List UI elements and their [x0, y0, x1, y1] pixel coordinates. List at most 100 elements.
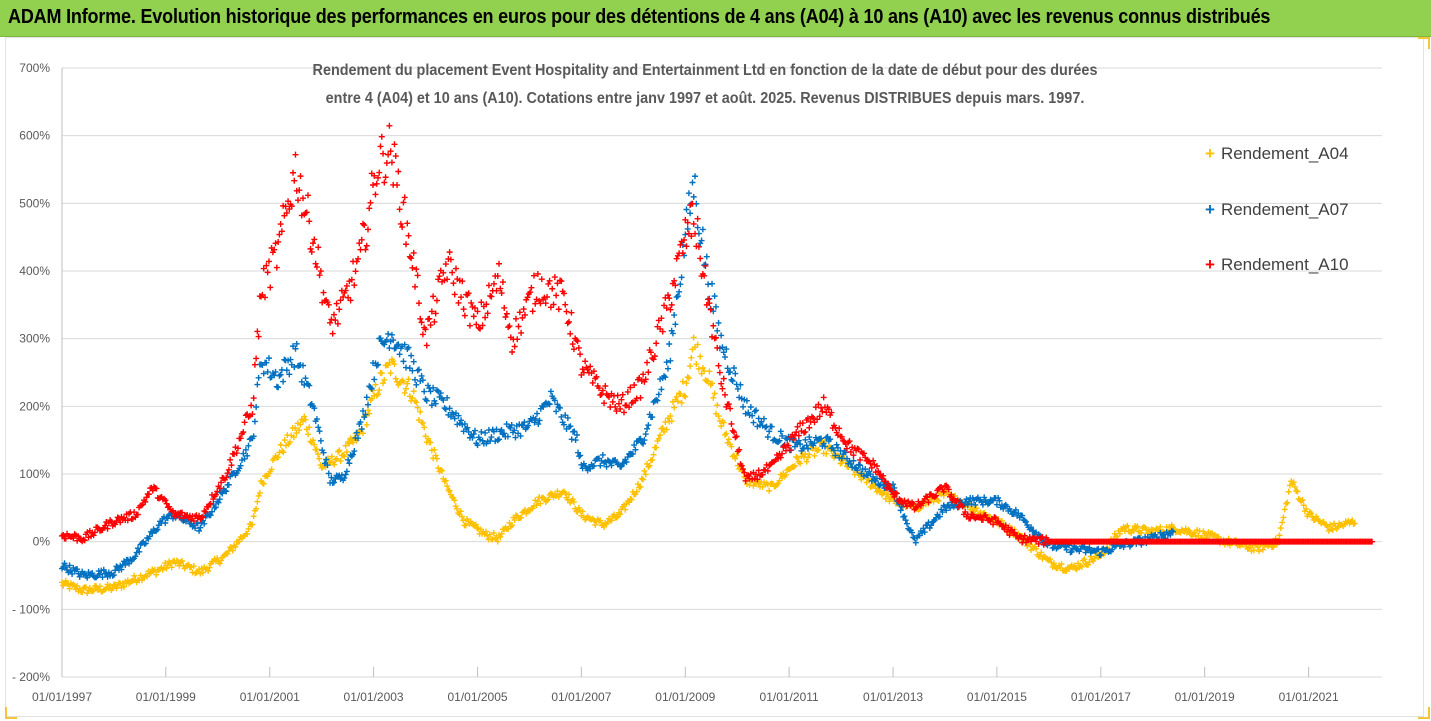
data-point [359, 430, 366, 437]
data-point [764, 434, 771, 441]
data-point [144, 573, 151, 580]
data-point [74, 566, 81, 573]
data-point [223, 488, 230, 495]
data-point [423, 342, 430, 349]
data-point [728, 376, 735, 383]
data-point [90, 587, 97, 594]
data-point [653, 340, 660, 347]
x-tick-label: 01/01/2015 [967, 690, 1027, 704]
data-point [576, 453, 583, 460]
data-point [439, 467, 446, 474]
data-point [288, 203, 295, 210]
data-point [405, 232, 412, 239]
data-point [237, 462, 244, 469]
data-point [753, 407, 760, 414]
x-tick-label: 01/01/1999 [136, 690, 196, 704]
data-point [638, 475, 645, 482]
data-point [433, 455, 440, 462]
title-banner: ADAM Informe. Evolution historique des p… [0, 0, 1431, 37]
data-point [391, 141, 398, 148]
data-point [371, 172, 378, 179]
data-point [285, 198, 292, 205]
data-point [400, 378, 407, 385]
data-point [441, 405, 448, 412]
data-point [415, 300, 422, 307]
data-point [623, 458, 630, 465]
data-point [313, 264, 320, 271]
data-point [253, 505, 260, 512]
data-point [102, 586, 109, 593]
data-point [818, 435, 825, 442]
data-point [254, 498, 261, 505]
data-point [722, 354, 729, 361]
x-tick-label: 01/01/2005 [448, 690, 508, 704]
data-point [423, 397, 430, 404]
data-point [472, 427, 479, 434]
data-point [760, 415, 767, 422]
data-point [214, 555, 221, 562]
data-point [719, 385, 726, 392]
data-point [803, 458, 810, 465]
data-point [667, 357, 674, 364]
data-point [244, 530, 251, 537]
data-point [392, 375, 399, 382]
data-point [395, 341, 402, 348]
data-point [794, 454, 801, 461]
data-point [701, 368, 708, 375]
data-point [237, 435, 244, 442]
data-point [795, 437, 802, 444]
data-point [569, 496, 576, 503]
data-point [654, 397, 661, 404]
data-point [734, 385, 741, 392]
data-point [386, 345, 393, 352]
data-point [90, 532, 97, 539]
data-point [857, 462, 864, 469]
data-point [229, 547, 236, 554]
data-point [415, 366, 422, 373]
data-point [255, 492, 262, 499]
data-point [210, 496, 217, 503]
data-point [689, 179, 696, 186]
data-point [328, 316, 335, 323]
data-point [718, 380, 725, 387]
data-point [378, 370, 385, 377]
data-point [843, 445, 850, 452]
data-point [433, 297, 440, 304]
data-point [307, 245, 314, 252]
data-point [1124, 522, 1131, 529]
data-point [176, 514, 183, 521]
data-point [799, 420, 806, 427]
data-point [381, 179, 388, 186]
data-point [695, 243, 702, 250]
data-point [982, 498, 989, 505]
data-point [228, 462, 235, 469]
data-point [677, 281, 684, 288]
data-point [1038, 549, 1045, 556]
data-point [646, 462, 653, 469]
data-point [1068, 548, 1075, 555]
data-point [359, 220, 366, 227]
data-point [613, 514, 620, 521]
data-point [737, 381, 744, 388]
data-point [452, 265, 459, 272]
data-point [1349, 517, 1356, 524]
data-point [632, 446, 639, 453]
data-point [91, 529, 98, 536]
data-point [240, 450, 247, 457]
data-point [525, 422, 532, 429]
data-point [436, 273, 443, 280]
data-point [168, 564, 175, 571]
data-point [536, 417, 543, 424]
data-point [358, 426, 365, 433]
data-point [368, 385, 375, 392]
data-point [363, 242, 370, 249]
data-point [336, 447, 343, 454]
data-point [996, 497, 1003, 504]
data-point [803, 442, 810, 449]
data-point [317, 437, 324, 444]
data-point [779, 450, 786, 457]
data-point [732, 455, 739, 462]
data-point [464, 424, 471, 431]
data-point [482, 429, 489, 436]
data-point [277, 441, 284, 448]
